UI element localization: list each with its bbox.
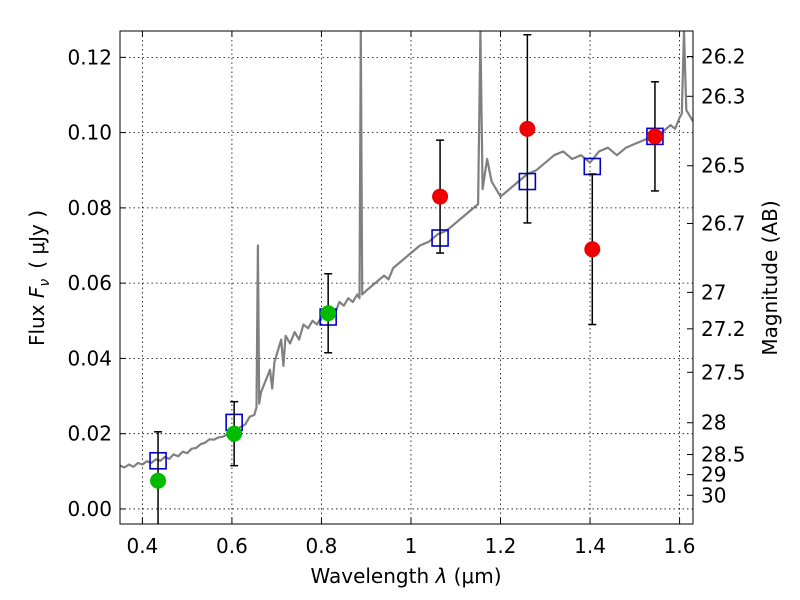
observed-point-red [584, 241, 601, 258]
y-tick-label: 0.10 [67, 121, 112, 145]
magnitude-tick-label: 26.7 [701, 211, 746, 235]
y-axis-label: Flux Fν( μJy ) [25, 210, 53, 346]
plot-area [120, 31, 693, 524]
magnitude-tick-label: 27.2 [701, 317, 746, 341]
magnitude-tick-label: 26.3 [701, 84, 746, 108]
observed-point-green [320, 305, 337, 322]
magnitude-tick-label: 28 [701, 411, 726, 435]
y-axis-ticks: 0.00 0.02 0.04 0.06 0.08 0.10 0.12 [67, 45, 126, 521]
model-squares [149, 127, 664, 470]
magnitude-axis-label: Magnitude (AB) [758, 200, 782, 355]
spectrum-line [120, 31, 693, 469]
y-tick-label: 0.02 [67, 422, 112, 446]
x-tick-label: 1 [405, 534, 418, 558]
observed-points [150, 120, 663, 489]
error-bars [154, 34, 659, 524]
x-tick-label: 1.6 [664, 534, 696, 558]
magnitude-tick-label: 26.2 [701, 44, 746, 68]
x-tick-label: 1.4 [574, 534, 606, 558]
y-tick-label: 0.08 [67, 196, 112, 220]
magnitude-tick-label: 27 [701, 280, 726, 304]
y-tick-label: 0.00 [67, 497, 112, 521]
axes-frame [119, 30, 694, 525]
observed-point-red [519, 120, 536, 137]
y-tick-label: 0.06 [67, 271, 112, 295]
x-axis-ticks: 0.4 0.6 0.8 1 1.2 1.4 1.6 [126, 31, 695, 558]
observed-point-red [432, 188, 449, 205]
observed-point-red [646, 128, 663, 145]
grid-lines [120, 31, 693, 524]
magnitude-tick-label: 27.5 [701, 360, 746, 384]
x-tick-label: 1.2 [485, 534, 517, 558]
y-tick-label: 0.12 [67, 45, 112, 69]
magnitude-tick-label: 29 [701, 463, 726, 487]
observed-point-green [226, 425, 243, 442]
magnitude-tick-label: 28.5 [701, 443, 746, 467]
x-tick-label: 0.6 [216, 534, 248, 558]
x-tick-label: 0.4 [126, 534, 158, 558]
magnitude-tick-label: 30 [701, 483, 726, 507]
x-tick-label: 0.8 [306, 534, 338, 558]
x-axis-label: Wavelength λ (μm) [310, 564, 501, 588]
magnitude-tick-label: 26.5 [701, 154, 746, 178]
y-tick-label: 0.04 [67, 346, 112, 370]
observed-point-green [150, 472, 167, 489]
